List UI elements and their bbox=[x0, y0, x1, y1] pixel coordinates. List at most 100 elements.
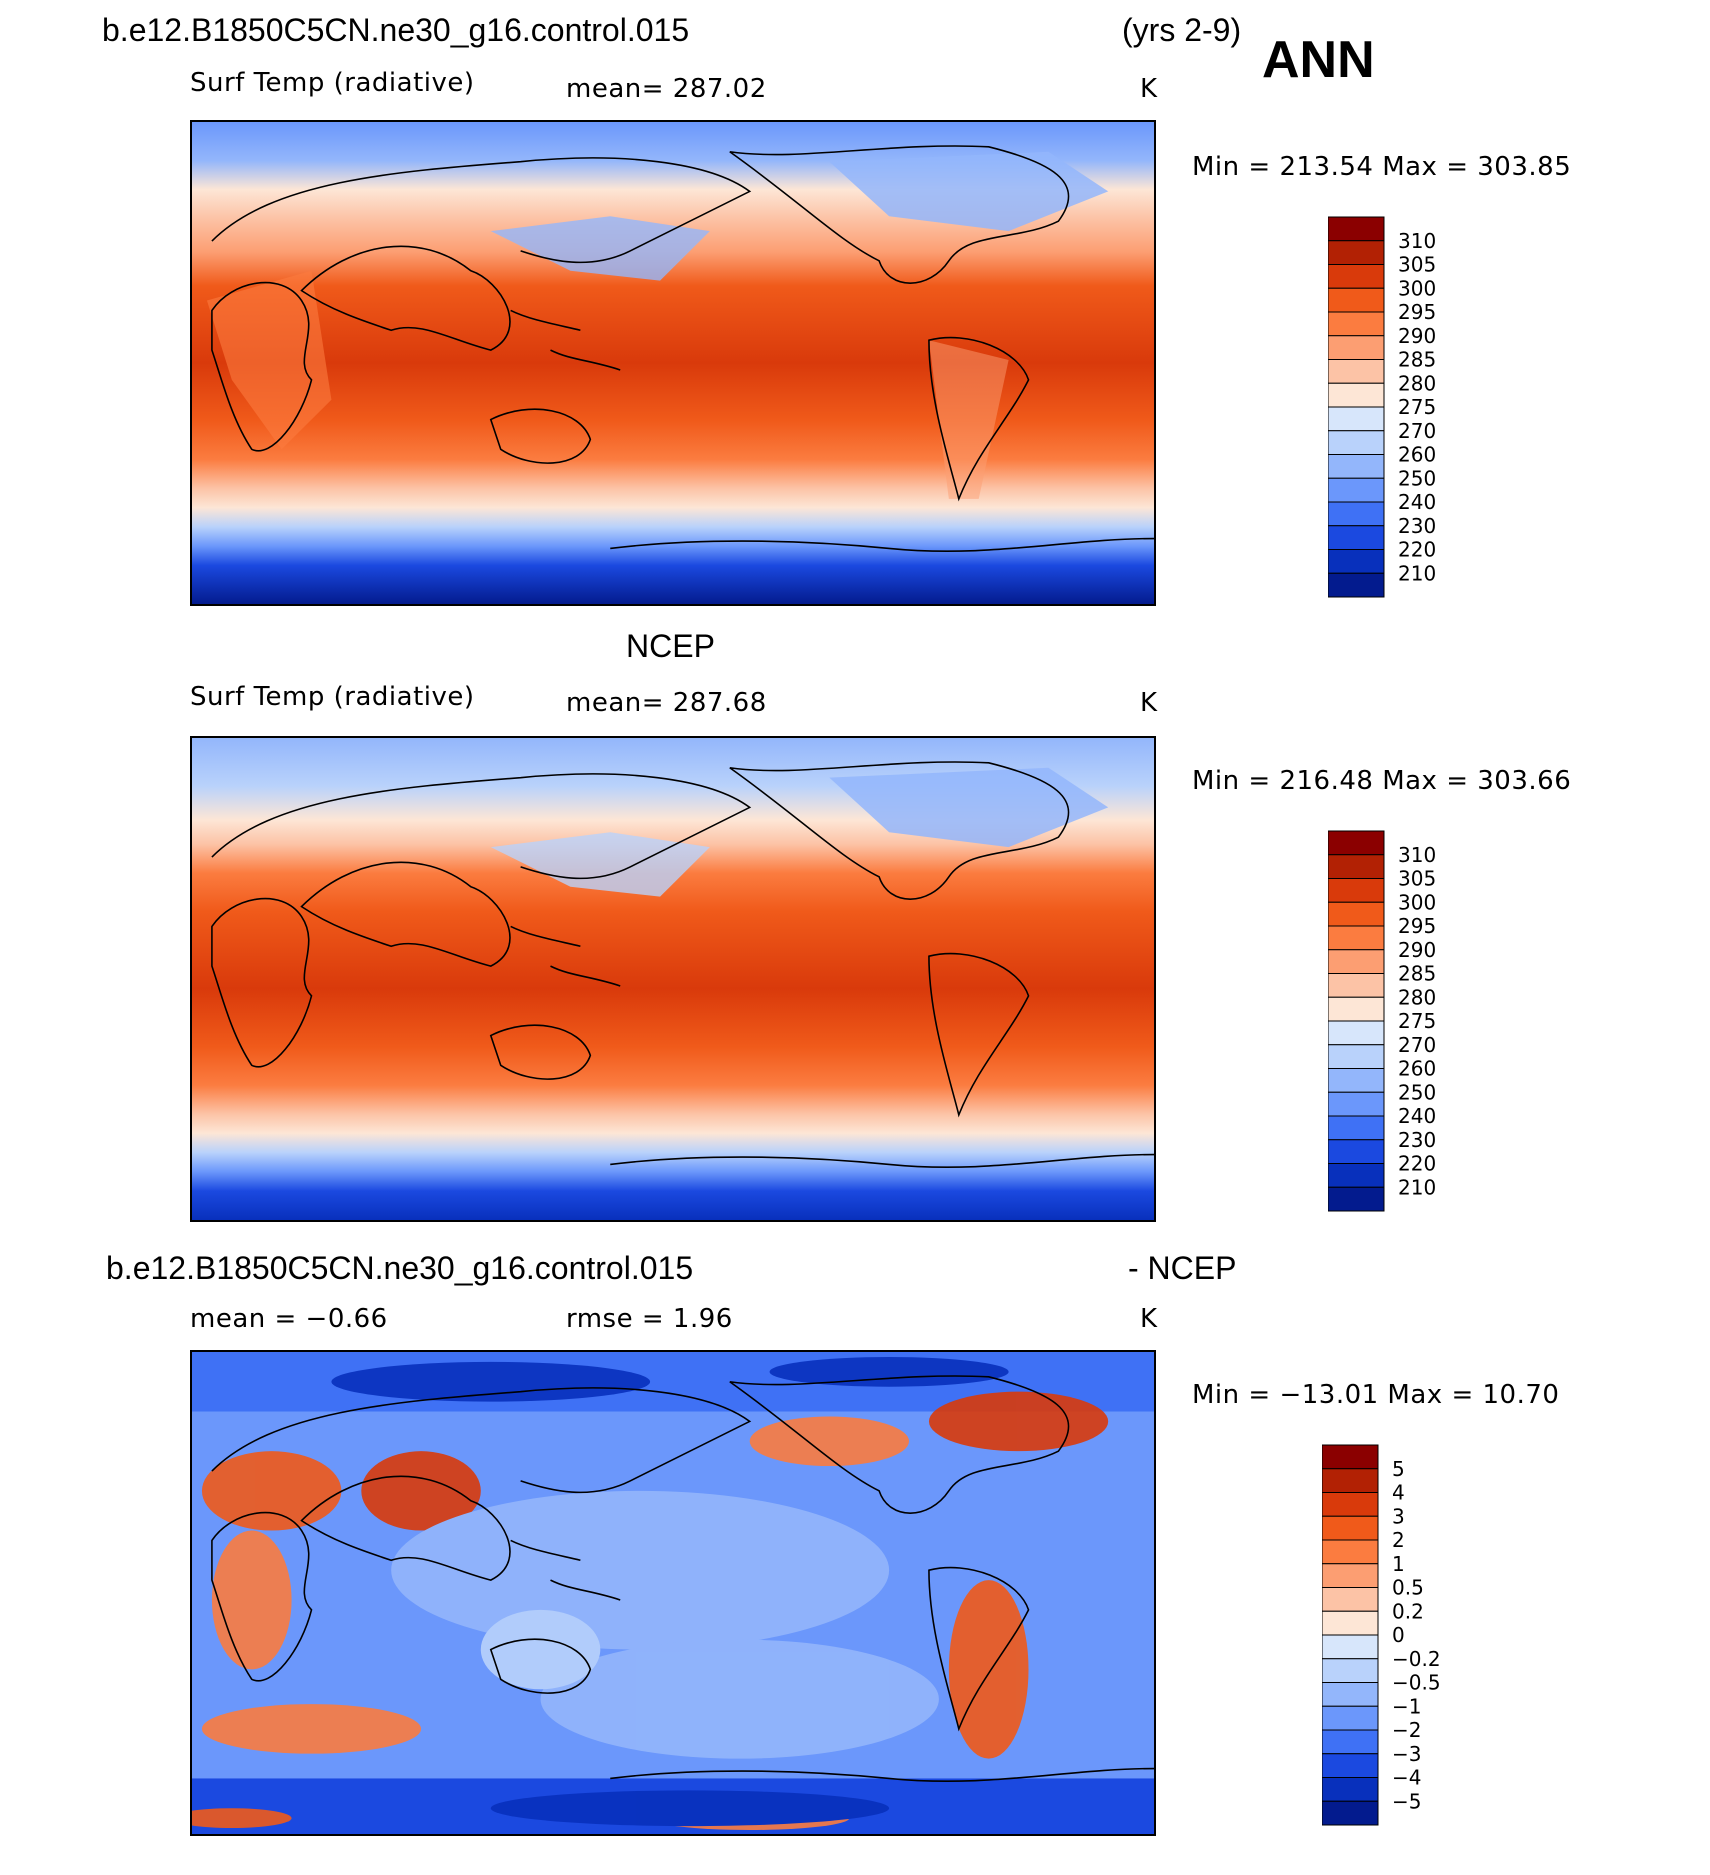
panel2-colorbar-svg: 3103053002952902852802752702602502402302… bbox=[1328, 830, 1436, 1212]
colorbar-swatch bbox=[1328, 240, 1385, 265]
colorbar-label: 305 bbox=[1398, 867, 1436, 891]
colorbar-label: 220 bbox=[1398, 538, 1436, 562]
colorbar-label: 210 bbox=[1398, 561, 1436, 585]
colorbar-swatch bbox=[1322, 1610, 1379, 1636]
colorbar-label: 2 bbox=[1392, 1528, 1405, 1552]
colorbar-label: −1 bbox=[1392, 1694, 1421, 1718]
colorbar-swatch bbox=[1322, 1515, 1379, 1541]
colorbar-swatch bbox=[1328, 1068, 1385, 1093]
colorbar-swatch bbox=[1322, 1682, 1379, 1707]
colorbar-swatch bbox=[1328, 454, 1385, 479]
colorbar-label: 310 bbox=[1398, 229, 1436, 253]
panel3-map bbox=[190, 1350, 1156, 1836]
colorbar-label: 290 bbox=[1398, 938, 1436, 962]
colorbar-swatch bbox=[1328, 1091, 1385, 1117]
panel1-map bbox=[190, 120, 1156, 606]
panel3-title-left: b.e12.B1850C5CN.ne30_g16.control.015 bbox=[106, 1250, 694, 1286]
panel3-title-right: - NCEP bbox=[1128, 1250, 1237, 1286]
colorbar-label: 230 bbox=[1398, 514, 1436, 538]
panel1-map-svg bbox=[192, 122, 1154, 604]
colorbar-label: 3 bbox=[1392, 1504, 1405, 1528]
colorbar-label: 250 bbox=[1398, 1080, 1436, 1104]
colorbar-label: −0.2 bbox=[1392, 1647, 1441, 1671]
colorbar-label: 260 bbox=[1398, 443, 1436, 467]
panel1-variable: Surf Temp (radiative) bbox=[190, 68, 475, 98]
colorbar-label: 240 bbox=[1398, 490, 1436, 514]
colorbar-label: 260 bbox=[1398, 1057, 1436, 1081]
colorbar-swatch bbox=[1328, 1044, 1385, 1069]
colorbar-swatch bbox=[1328, 1115, 1385, 1141]
colorbar-swatch bbox=[1322, 1729, 1379, 1755]
colorbar-swatch bbox=[1322, 1658, 1379, 1683]
colorbar-swatch bbox=[1322, 1753, 1379, 1778]
colorbar-swatch bbox=[1328, 830, 1385, 856]
colorbar-label: 270 bbox=[1398, 419, 1436, 443]
panel3-mean: mean = −0.66 bbox=[190, 1304, 388, 1334]
colorbar-label: −3 bbox=[1392, 1742, 1421, 1766]
colorbar-swatch bbox=[1328, 1163, 1385, 1188]
colorbar-swatch bbox=[1322, 1634, 1379, 1660]
colorbar-label: 290 bbox=[1398, 324, 1436, 348]
panel1-colorbar: 310 305 300 295 290 285 280 275 270 260 250 240 230 2… bbox=[1328, 216, 1448, 598]
colorbar-label: 275 bbox=[1398, 1009, 1436, 1033]
colorbar-swatch bbox=[1328, 382, 1385, 408]
colorbar-label: 4 bbox=[1392, 1481, 1405, 1505]
colorbar-label: 285 bbox=[1398, 962, 1436, 986]
colorbar-swatch bbox=[1328, 996, 1385, 1022]
colorbar-label: 5 bbox=[1392, 1457, 1405, 1481]
colorbar-swatch bbox=[1328, 501, 1385, 527]
colorbar-swatch bbox=[1322, 1563, 1379, 1588]
colorbar-swatch bbox=[1328, 949, 1385, 974]
colorbar-swatch bbox=[1328, 359, 1385, 384]
colorbar-label: 250 bbox=[1398, 466, 1436, 490]
colorbar-swatch bbox=[1328, 1186, 1385, 1212]
colorbar-label: 220 bbox=[1398, 1152, 1436, 1176]
panel3-units: K bbox=[1140, 1304, 1158, 1334]
colorbar-swatch bbox=[1328, 1139, 1385, 1164]
panel2-map-svg bbox=[192, 738, 1154, 1220]
colorbar-label: −0.5 bbox=[1392, 1671, 1441, 1695]
panel3-minmax: Min = −13.01 Max = 10.70 bbox=[1192, 1380, 1560, 1410]
panel1-colorbar-svg: 3103053002952902852802752702602502402302… bbox=[1328, 216, 1436, 598]
colorbar-swatch bbox=[1322, 1468, 1379, 1493]
colorbar-swatch bbox=[1322, 1444, 1379, 1470]
panel1-units: K bbox=[1140, 74, 1158, 104]
colorbar-swatch bbox=[1328, 901, 1385, 927]
panel2-minmax: Min = 216.48 Max = 303.66 bbox=[1192, 766, 1572, 796]
colorbar-label: 305 bbox=[1398, 253, 1436, 277]
colorbar-swatch bbox=[1328, 572, 1385, 598]
colorbar-label: 285 bbox=[1398, 348, 1436, 372]
colorbar-label: 275 bbox=[1398, 395, 1436, 419]
colorbar-label: 295 bbox=[1398, 300, 1436, 324]
panel3-colorbar: 5 4 3 2 1 0.5 0.2 0 −0.2 −0.5 −1 −2 −3 −4 −5 bbox=[1322, 1444, 1448, 1826]
years-label: (yrs 2-9) bbox=[1122, 12, 1242, 48]
colorbar-swatch bbox=[1328, 854, 1385, 879]
panel2-units: K bbox=[1140, 688, 1158, 718]
panel2-title: NCEP bbox=[626, 628, 715, 664]
colorbar-swatch bbox=[1328, 406, 1385, 432]
colorbar-label: 310 bbox=[1398, 843, 1436, 867]
colorbar-swatch bbox=[1328, 549, 1385, 574]
colorbar-swatch bbox=[1328, 477, 1385, 503]
colorbar-swatch bbox=[1322, 1539, 1379, 1565]
colorbar-swatch bbox=[1322, 1800, 1379, 1826]
colorbar-label: 1 bbox=[1392, 1552, 1405, 1576]
case-title: b.e12.B1850C5CN.ne30_g16.control.015 bbox=[102, 12, 690, 48]
panel1-mean: mean= 287.02 bbox=[566, 74, 767, 104]
colorbar-label: 280 bbox=[1398, 371, 1436, 395]
colorbar-label: 280 bbox=[1398, 985, 1436, 1009]
colorbar-swatch bbox=[1322, 1777, 1379, 1802]
panel2-map bbox=[190, 736, 1156, 1222]
colorbar-label: 0 bbox=[1392, 1623, 1405, 1647]
colorbar-label: 300 bbox=[1398, 890, 1436, 914]
colorbar-swatch bbox=[1328, 430, 1385, 455]
colorbar-swatch bbox=[1322, 1492, 1379, 1517]
colorbar-swatch bbox=[1328, 335, 1385, 360]
colorbar-swatch bbox=[1328, 525, 1385, 550]
panel1-minmax: Min = 213.54 Max = 303.85 bbox=[1192, 152, 1572, 182]
panel2-variable: Surf Temp (radiative) bbox=[190, 682, 475, 712]
panel3-rmse: rmse = 1.96 bbox=[566, 1304, 733, 1334]
colorbar-label: 240 bbox=[1398, 1104, 1436, 1128]
panel3-map-svg bbox=[192, 1352, 1154, 1834]
